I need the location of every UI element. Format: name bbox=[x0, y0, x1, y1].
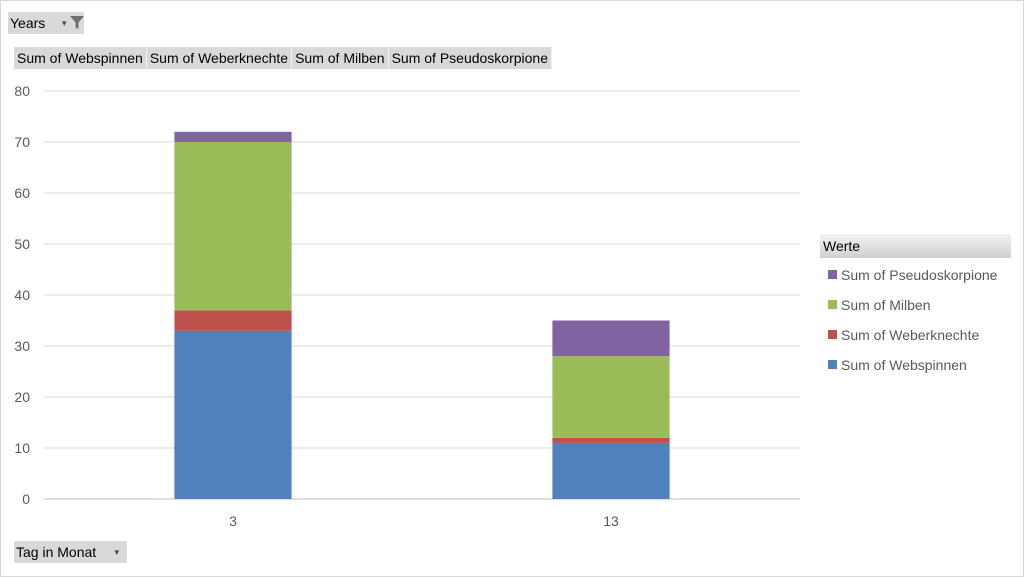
value-field-pseudoskorpione[interactable]: Sum of Pseudoskorpione bbox=[388, 47, 553, 69]
y-tick-label: 40 bbox=[14, 287, 30, 303]
legend-label: Sum of Weberknechte bbox=[841, 327, 980, 343]
filter-icon[interactable] bbox=[70, 16, 84, 30]
legend-label: Sum of Milben bbox=[841, 297, 931, 313]
chevron-down-icon: ▾ bbox=[114, 547, 119, 557]
y-tick-label: 60 bbox=[14, 185, 30, 201]
legend-swatch bbox=[828, 330, 837, 339]
bar-segment bbox=[552, 320, 670, 357]
value-fields-bar: Sum of Webspinnen Sum of Weberknechte Su… bbox=[14, 47, 553, 69]
bar-segment bbox=[552, 356, 670, 438]
x-tick-label: 13 bbox=[603, 513, 619, 529]
y-tick-label: 0 bbox=[22, 491, 30, 507]
legend-title[interactable]: Werte bbox=[820, 234, 1011, 258]
legend-swatch bbox=[828, 270, 837, 279]
legend-item[interactable]: Sum of Milben bbox=[820, 294, 1011, 324]
bar-segment bbox=[174, 330, 292, 499]
value-field-webspinnen[interactable]: Sum of Webspinnen bbox=[14, 47, 147, 69]
years-filter-button[interactable]: Years ▾ bbox=[8, 12, 84, 34]
legend-item[interactable]: Sum of Pseudoskorpione bbox=[820, 264, 1011, 294]
legend: Werte Sum of Pseudoskorpione Sum of Milbe… bbox=[820, 234, 1011, 384]
legend-swatch bbox=[828, 300, 837, 309]
y-tick-label: 30 bbox=[14, 338, 30, 354]
y-tick-label: 80 bbox=[14, 83, 30, 99]
legend-label: Sum of Webspinnen bbox=[841, 357, 967, 373]
axis-field-label: Tag in Monat bbox=[16, 544, 97, 560]
y-tick-label: 70 bbox=[14, 134, 30, 150]
y-tick-label: 10 bbox=[14, 440, 30, 456]
value-field-milben[interactable]: Sum of Milben bbox=[292, 47, 389, 69]
bar-segment bbox=[552, 437, 670, 443]
legend-swatch bbox=[828, 360, 837, 369]
legend-item[interactable]: Sum of Weberknechte bbox=[820, 324, 1011, 354]
legend-item[interactable]: Sum of Webspinnen bbox=[820, 354, 1011, 384]
legend-label: Sum of Pseudoskorpione bbox=[841, 267, 998, 283]
axis-field-button[interactable]: Tag in Monat ▾ bbox=[14, 541, 127, 563]
y-tick-label: 50 bbox=[14, 236, 30, 252]
legend-list: Sum of Pseudoskorpione Sum of Milben Sum o… bbox=[820, 258, 1011, 384]
x-tick-label: 3 bbox=[229, 513, 237, 529]
years-filter-label: Years bbox=[10, 15, 46, 31]
value-field-weberknechte[interactable]: Sum of Weberknechte bbox=[146, 47, 293, 69]
bar-segment bbox=[174, 310, 292, 331]
chevron-down-icon: ▾ bbox=[62, 18, 67, 28]
bar-segment bbox=[174, 131, 292, 142]
y-tick-label: 20 bbox=[14, 389, 30, 405]
bar-segment bbox=[174, 142, 292, 311]
bar-segment bbox=[552, 442, 670, 499]
